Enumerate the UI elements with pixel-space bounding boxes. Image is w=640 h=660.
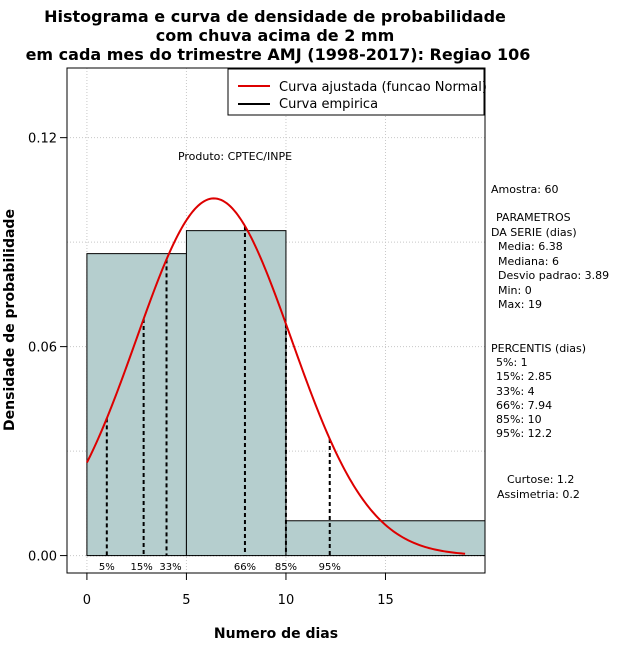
chart-title: Histograma e curva de densidade de proba… [26,7,531,64]
stat-curtose: Curtose: 1.2 [507,473,574,486]
histogram-bar-0 [86,253,187,557]
percentile-label-2: 33% [159,562,181,573]
percentile-label-0: 5% [99,562,115,573]
x-tick-label-1: 5 [182,593,190,608]
product-annotation: Produto: CPTEC/INPE [178,150,292,163]
percentile-label-1: 15% [131,562,153,573]
stat-p66: 66%: 7.94 [496,399,552,412]
percentile-label-4: 85% [275,562,297,573]
x-tick-label-3: 15 [377,593,394,608]
sample-size: Amostra: 60 [491,183,558,196]
percentile-label-3: 66% [234,562,256,573]
stat-p5: 5%: 1 [496,356,528,369]
legend-box [227,68,485,116]
legend-entry-fitted: Curva ajustada (funcao Normal) [279,80,487,95]
legend-entry-empirical: Curva empirica [279,97,378,112]
percentile-labels: 5% 15% 33% 66% 85% 95% [99,562,341,573]
params-title-1: PARAMETROS [496,211,571,224]
stat-assimetria: Assimetria: 0.2 [497,488,580,501]
stat-p15: 15%: 2.85 [496,370,552,383]
legend: Curva ajustada (funcao Normal) Curva emp… [227,68,487,116]
x-axis: 0 5 10 15 [83,572,394,608]
title-line-3: em cada mes do trimestre AMJ (1998-2017)… [26,45,531,64]
x-tick-label-0: 0 [83,593,91,608]
y-axis: 0.00 0.06 0.12 [28,132,68,565]
title-line-2: com chuva acima de 2 mm [156,26,395,45]
stat-mediana: Mediana: 6 [498,255,559,268]
normal-curve [86,197,466,555]
percentile-lines [105,226,331,556]
histogram-bar-1 [185,230,287,557]
title-line-1: Histograma e curva de densidade de proba… [44,7,506,26]
y-axis-label: Densidade de probabilidade [2,209,18,431]
statistics-panel: Amostra: 60 PARAMETROS DA SERIE (dias) M… [491,183,609,501]
stat-min: Min: 0 [498,284,532,297]
params-title-2: DA SERIE (dias) [491,226,577,239]
stat-desvio: Desvio padrao: 3.89 [498,269,609,282]
stat-max: Max: 19 [498,298,542,311]
stat-p95: 95%: 12.2 [496,427,552,440]
stat-p85: 85%: 10 [496,413,542,426]
y-tick-label-1: 0.06 [28,341,57,356]
stat-media: Media: 6.38 [498,240,563,253]
y-tick-label-0: 0.00 [28,550,57,565]
percentis-title: PERCENTIS (dias) [491,342,586,355]
histogram-bar-2 [285,520,486,557]
x-axis-label: Numero de dias [214,626,338,642]
y-tick-label-2: 0.12 [28,132,57,147]
stat-p33: 33%: 4 [496,385,535,398]
histogram-bars [86,230,486,557]
percentile-label-5: 95% [319,562,341,573]
x-tick-label-2: 10 [278,593,295,608]
